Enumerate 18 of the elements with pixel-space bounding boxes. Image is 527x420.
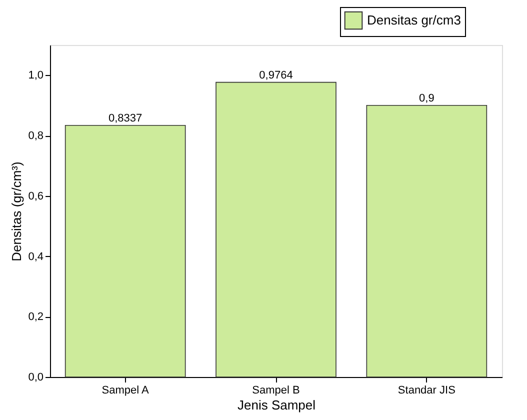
x-tick-label: Sampel A (102, 384, 150, 396)
y-tick-label: 0,6 (28, 190, 44, 202)
x-axis-title: Jenis Sampel (237, 398, 316, 412)
bar (64, 124, 186, 378)
y-tick-label: 0,8 (28, 130, 44, 142)
x-tick-label: Sampel B (252, 384, 300, 396)
bar (216, 82, 336, 378)
bar (366, 104, 488, 378)
y-tick-label: 0,2 (28, 311, 44, 324)
legend-label: Densitas gr/cm3 (367, 12, 461, 28)
y-tick-label: 0,0 (28, 372, 44, 384)
text: 0,8337 (108, 112, 142, 124)
text: 0,9764 (259, 69, 293, 82)
y-axis-title: Densitas (gr/cm³) (9, 162, 24, 262)
text: 0,9 (419, 92, 434, 104)
y-tick-label: 1,0 (28, 70, 44, 82)
x-tick-label: Standar JIS (398, 384, 456, 396)
y-tick-label: 0,4 (28, 250, 44, 263)
